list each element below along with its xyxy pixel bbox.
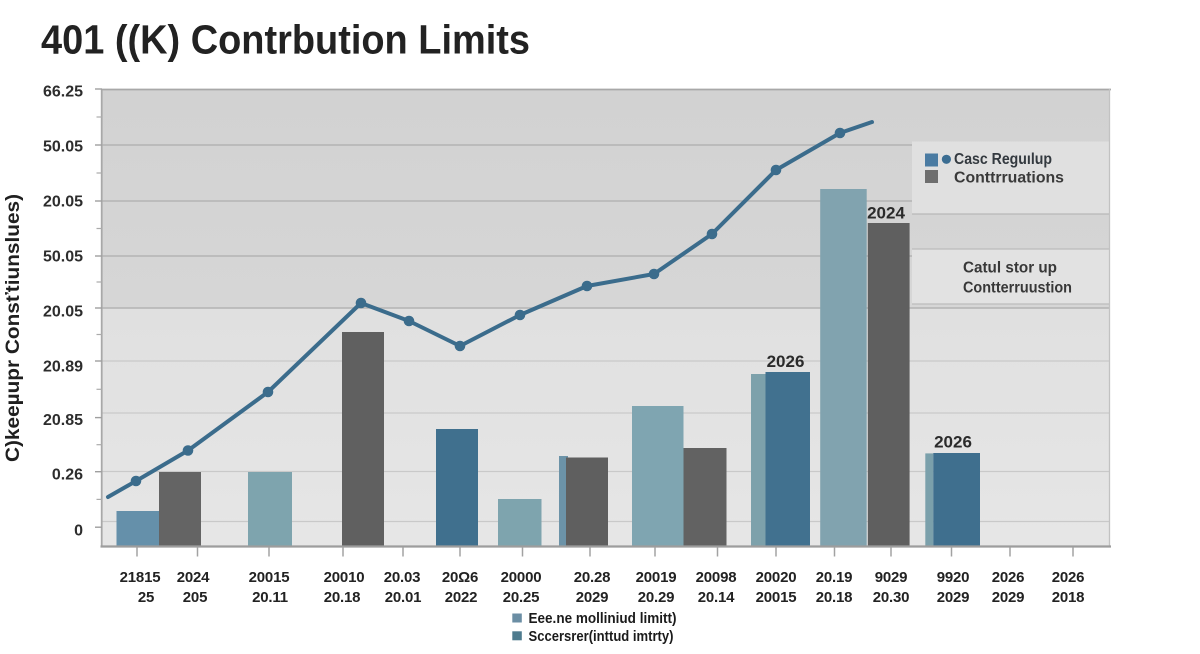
svg-text:20.29: 20.29: [638, 589, 675, 606]
svg-text:9920: 9920: [937, 569, 970, 586]
svg-text:20.25: 20.25: [503, 589, 540, 606]
svg-text:20.85: 20.85: [43, 412, 83, 429]
svg-text:20.05: 20.05: [43, 304, 83, 321]
svg-text:2018: 2018: [1052, 589, 1085, 606]
svg-text:20.30: 20.30: [873, 589, 910, 606]
svg-text:2029: 2029: [937, 589, 970, 606]
svg-text:C)keeµupr Consťtiunslues): C)keeµupr Consťtiunslues): [3, 194, 24, 462]
svg-text:Conttrruations: Conttrruations: [954, 170, 1064, 187]
svg-text:50.05: 50.05: [43, 249, 83, 266]
svg-text:20.18: 20.18: [816, 589, 853, 606]
svg-text:20.01: 20.01: [385, 589, 422, 606]
svg-text:20.18: 20.18: [324, 589, 361, 606]
svg-text:25: 25: [138, 589, 154, 606]
svg-text:20.28: 20.28: [574, 569, 611, 586]
svg-text:Eee.ne molliniud limitt): Eee.ne molliniud limitt): [529, 610, 677, 627]
svg-text:20.89: 20.89: [43, 359, 83, 376]
svg-text:20.03: 20.03: [384, 569, 421, 586]
svg-text:2026: 2026: [992, 569, 1025, 586]
svg-text:20020: 20020: [756, 569, 797, 586]
svg-text:20015: 20015: [249, 569, 290, 586]
svg-text:20015: 20015: [756, 589, 797, 606]
svg-text:20010: 20010: [324, 569, 365, 586]
svg-text:2029: 2029: [992, 589, 1025, 606]
svg-text:0.26: 0.26: [52, 467, 83, 484]
svg-text:2026: 2026: [1052, 569, 1085, 586]
svg-text:50.05: 50.05: [43, 139, 83, 156]
svg-text:20.05: 20.05: [43, 194, 83, 211]
svg-text:401 ((K) Contrbution Limits: 401 ((K) Contrbution Limits: [41, 17, 530, 63]
svg-text:9029: 9029: [875, 569, 908, 586]
svg-text:2024: 2024: [177, 569, 210, 586]
svg-text:2029: 2029: [576, 589, 609, 606]
svg-text:2022: 2022: [445, 589, 478, 606]
svg-text:20Ω6: 20Ω6: [442, 569, 478, 586]
svg-text:Contterruustion: Contterruustion: [963, 280, 1072, 297]
svg-text:20098: 20098: [696, 569, 737, 586]
svg-text:205: 205: [183, 589, 207, 606]
svg-text:20019: 20019: [636, 569, 677, 586]
svg-text:Casc Reguılup: Casc Reguılup: [954, 151, 1052, 168]
svg-text:21815: 21815: [120, 569, 161, 586]
svg-text:2026: 2026: [934, 433, 972, 452]
svg-text:66.25: 66.25: [43, 84, 83, 101]
svg-text:20.19: 20.19: [816, 569, 853, 586]
svg-text:0: 0: [74, 523, 83, 540]
svg-text:Catul stor up: Catul stor up: [963, 260, 1057, 277]
svg-text:20.11: 20.11: [252, 589, 288, 606]
svg-text:20000: 20000: [501, 569, 542, 586]
svg-text:2024: 2024: [867, 204, 905, 223]
svg-text:20.14: 20.14: [698, 589, 735, 606]
svg-text:2026: 2026: [767, 352, 805, 371]
svg-text:Sccersrer(inttud imtrty): Sccersrer(inttud imtrty): [529, 628, 674, 645]
